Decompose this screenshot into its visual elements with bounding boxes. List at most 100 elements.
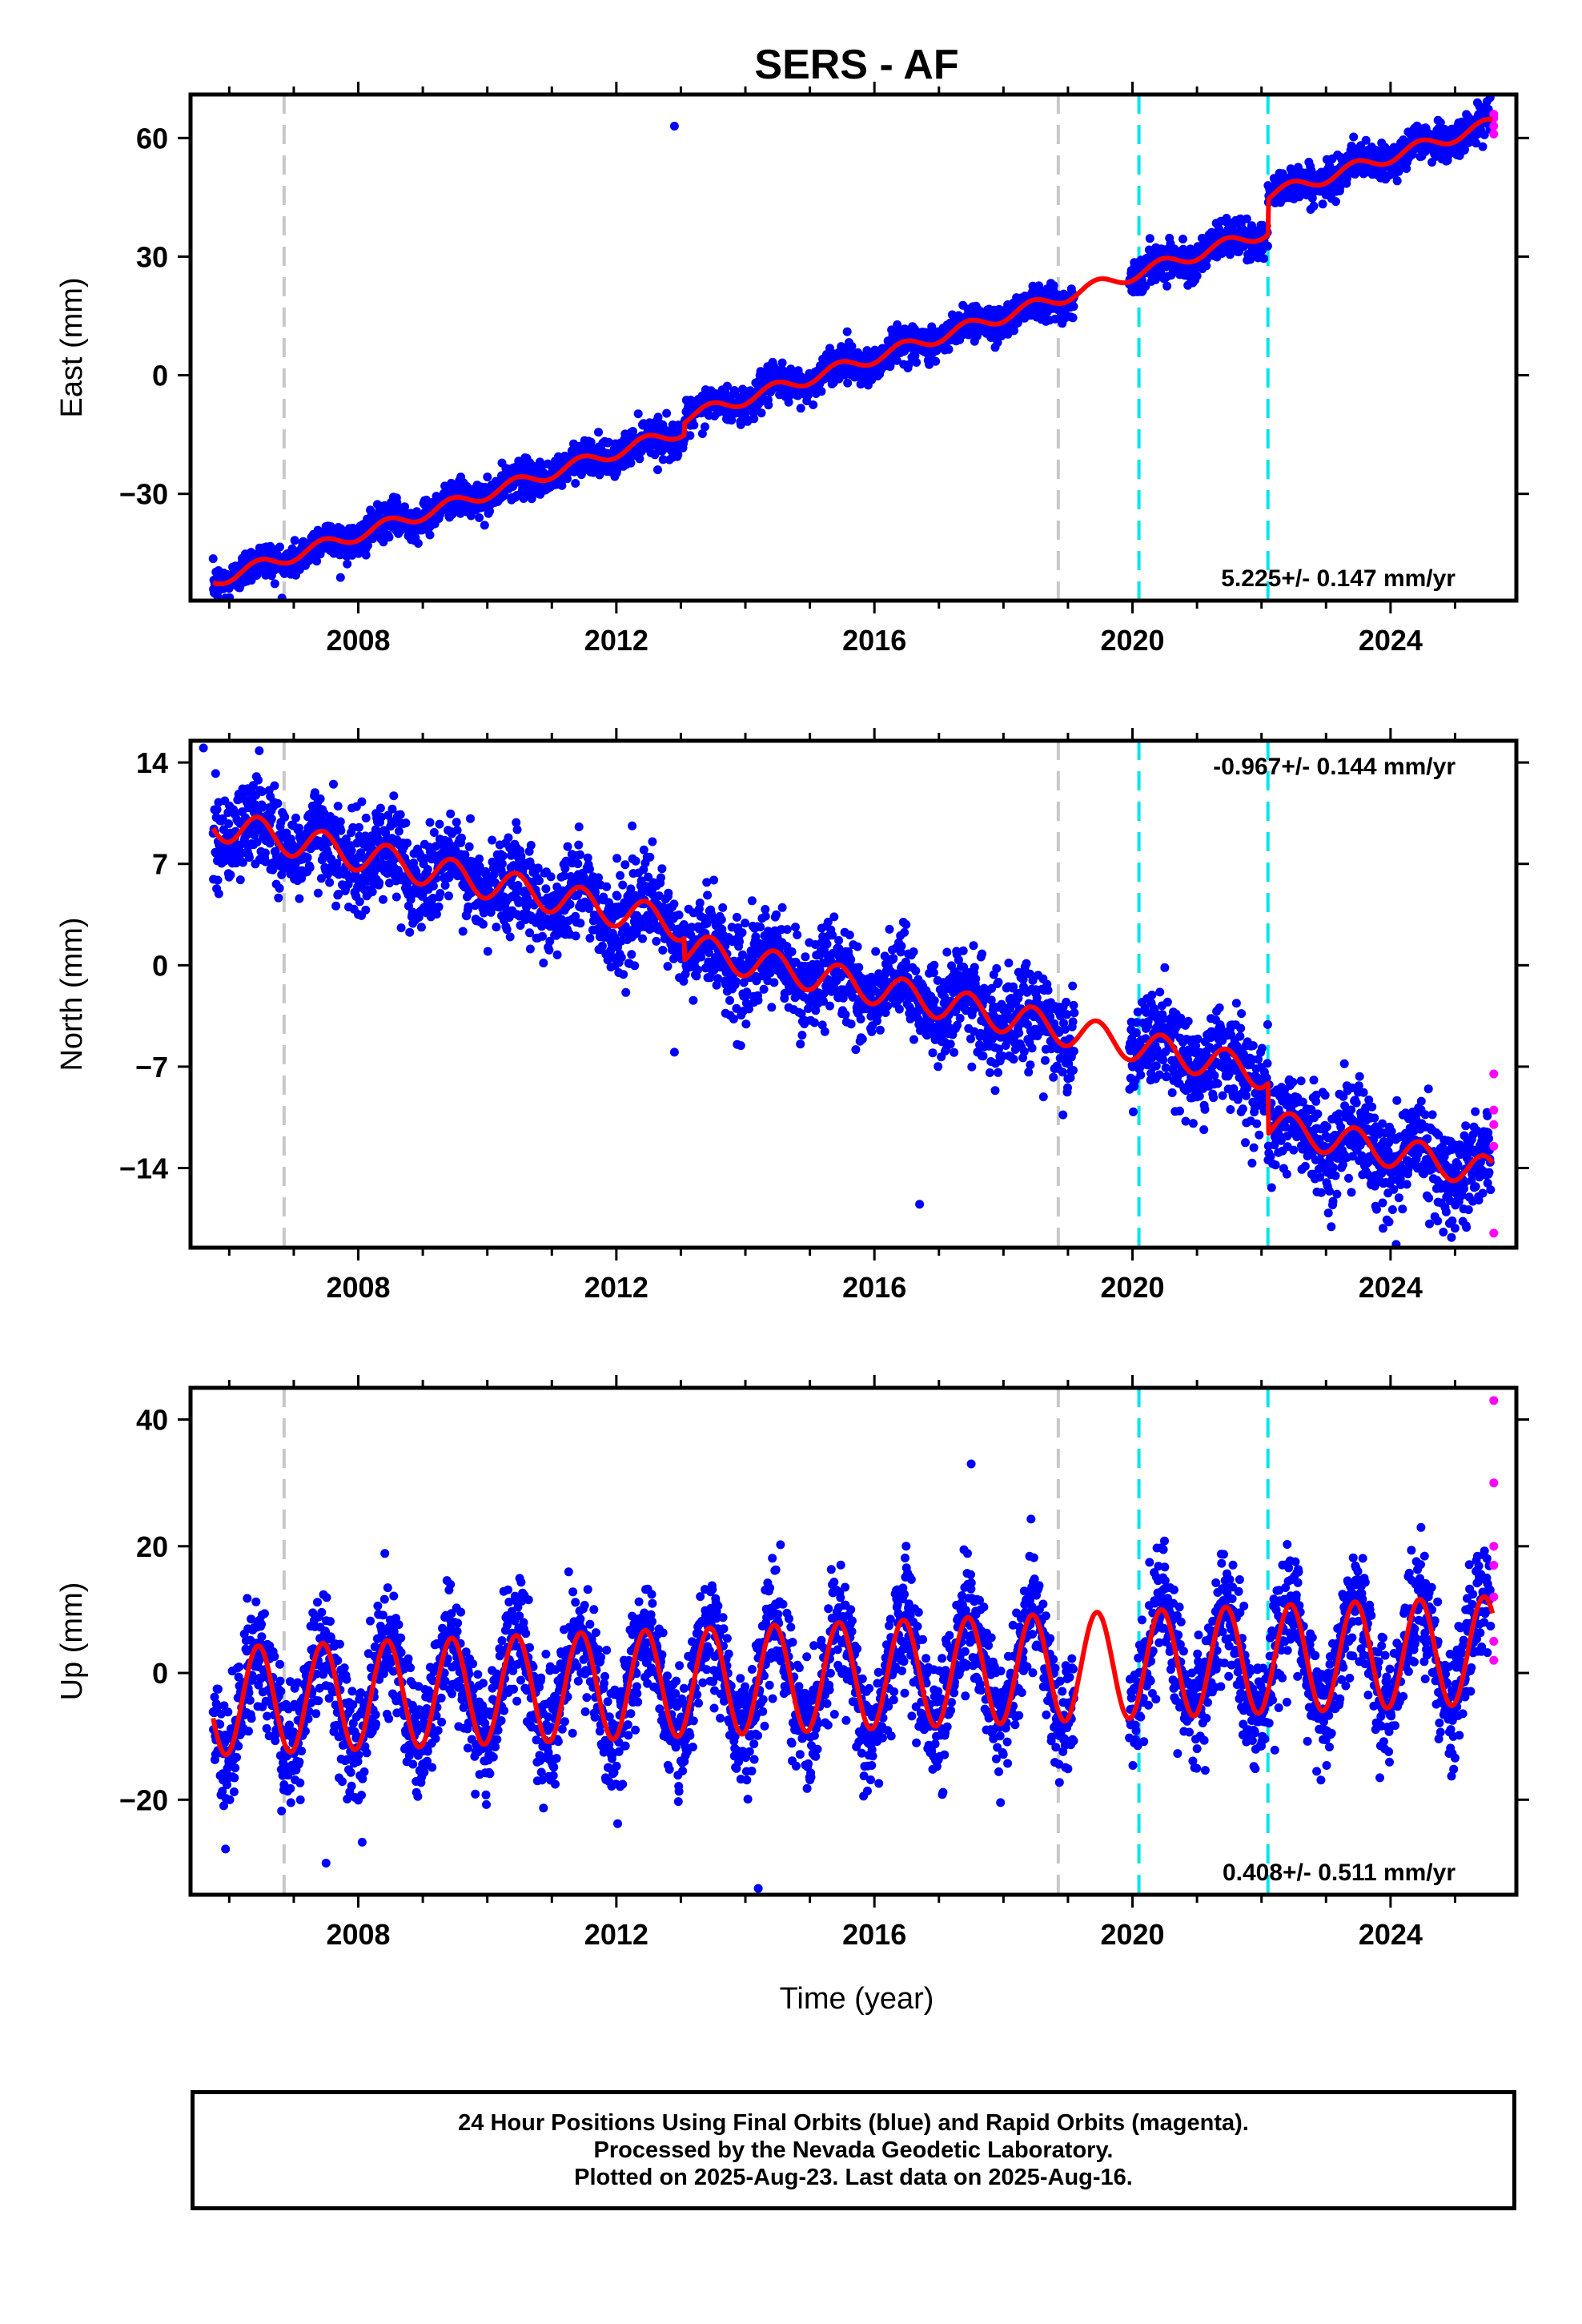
data-point: [1331, 197, 1340, 207]
y-tick-label: 30: [136, 240, 168, 273]
data-point: [354, 822, 363, 832]
data-point: [633, 409, 643, 419]
data-point: [757, 408, 766, 418]
x-tick-label: 2008: [326, 624, 390, 657]
data-point: [619, 970, 628, 979]
data-point: [571, 931, 580, 941]
data-point: [749, 414, 759, 424]
data-point: [483, 947, 492, 956]
data-point: [685, 431, 695, 440]
data-point: [764, 400, 773, 410]
data-point: [535, 876, 544, 886]
data-point: [480, 521, 489, 530]
data-point: [458, 927, 468, 936]
data-point: [595, 470, 604, 480]
data-point: [235, 875, 245, 885]
data-point: [1049, 281, 1058, 291]
data-point: [274, 893, 283, 903]
data-point: [944, 344, 954, 354]
data-point: [226, 870, 235, 879]
data-point: [1349, 132, 1359, 142]
data-point: [428, 881, 438, 891]
data-point: [394, 826, 404, 836]
data-point: [635, 454, 644, 464]
data-point: [645, 852, 655, 862]
data-point: [673, 450, 683, 460]
data-point: [446, 809, 456, 818]
data-point: [391, 892, 401, 902]
data-point: [931, 356, 941, 366]
x-tick-label: 2012: [584, 624, 648, 657]
data-point: [315, 794, 325, 803]
data-point: [512, 825, 522, 834]
data-point: [423, 865, 432, 875]
data-point: [612, 891, 622, 901]
data-point: [843, 378, 853, 388]
data-point: [664, 888, 673, 898]
data-point: [1259, 254, 1269, 263]
data-point: [505, 932, 515, 942]
data-point: [270, 781, 279, 790]
data-point: [464, 842, 474, 851]
data-point: [585, 864, 594, 874]
data-point: [260, 848, 270, 858]
data-point: [291, 813, 300, 822]
data-point: [224, 819, 234, 829]
data-point: [413, 539, 423, 548]
data-point: [214, 889, 223, 899]
data-point: [573, 859, 583, 869]
data-point: [602, 882, 612, 891]
data-point: [475, 854, 484, 863]
data-point: [1263, 241, 1272, 251]
data-point: [1392, 176, 1402, 186]
data-point: [396, 525, 406, 535]
data-point: [331, 901, 341, 911]
data-point: [725, 995, 734, 1005]
data-point: [693, 965, 703, 975]
data-point: [303, 853, 312, 862]
event-lines: [282, 741, 1270, 1248]
data-point: [597, 941, 607, 951]
data-point: [662, 408, 672, 418]
data-point: [620, 860, 630, 870]
data-point: [280, 812, 290, 822]
data-point: [485, 506, 494, 516]
data-point: [628, 821, 637, 830]
data-point: [574, 840, 584, 850]
data-point: [488, 835, 497, 845]
data-point: [656, 873, 665, 883]
data-point: [539, 959, 548, 967]
data-point: [347, 846, 356, 855]
data-point: [211, 769, 220, 778]
data-point: [796, 404, 805, 413]
data-point: [817, 387, 826, 396]
data-point: [1309, 201, 1319, 211]
data-point: [546, 872, 556, 882]
data-point: [312, 557, 322, 566]
data-point: [653, 465, 662, 475]
data-point: [357, 797, 367, 806]
data-point: [452, 826, 462, 835]
rapid-orbit-points: [1489, 110, 1499, 139]
x-tick-label: 2020: [1100, 624, 1164, 657]
data-point: [444, 891, 453, 901]
data-point: [697, 429, 707, 438]
data-point: [275, 883, 284, 893]
data-point: [1145, 234, 1154, 243]
data-point: [616, 953, 626, 962]
data-point: [576, 850, 584, 859]
rate-label: 5.225+/- 0.147 mm/yr: [1221, 565, 1456, 592]
data-point: [621, 987, 631, 997]
data-point: [652, 936, 661, 946]
chart-title: SERS - AF: [754, 42, 958, 88]
data-point: [497, 859, 507, 869]
data-point: [270, 579, 279, 589]
data-point: [630, 961, 640, 971]
x-tick-label: 2016: [842, 624, 906, 657]
data-point: [648, 837, 657, 846]
final-orbit-points: [199, 743, 1496, 1249]
data-point: [663, 962, 673, 971]
data-point: [657, 864, 667, 874]
data-point: [379, 895, 387, 904]
